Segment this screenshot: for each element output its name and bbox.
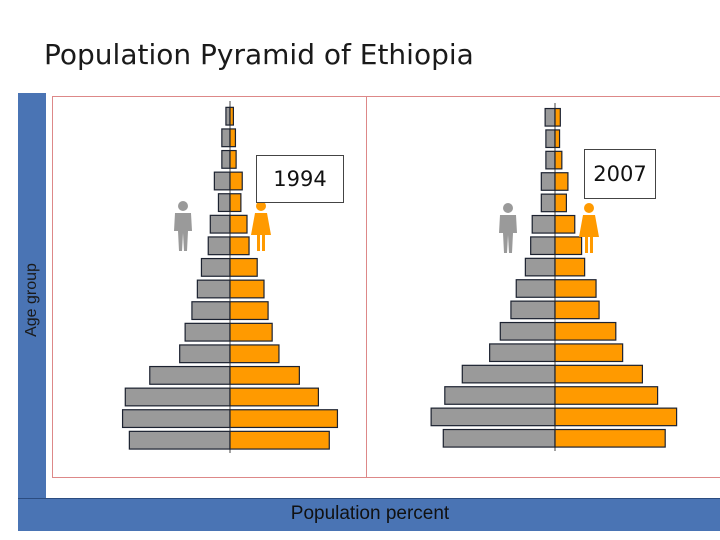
male-icon-head: [178, 201, 188, 211]
male-bar: [544, 107, 556, 127]
male-bar: [149, 365, 231, 385]
female-bar: [229, 387, 320, 407]
male-bar: [200, 257, 231, 277]
male-bar: [540, 193, 556, 213]
female-bar: [229, 257, 258, 277]
x-axis-label: Population percent: [290, 503, 450, 524]
pyramid-chart-2007: [430, 103, 678, 451]
male-figure-icon: [499, 203, 517, 253]
male-bar: [196, 279, 231, 299]
male-icon-body: [499, 215, 517, 253]
male-bar: [225, 106, 231, 126]
year-label-2007: 2007: [584, 149, 656, 199]
male-bar: [209, 214, 231, 234]
female-figure-icon: [579, 203, 599, 253]
male-bar: [540, 172, 556, 191]
y-axis-label: Age group: [23, 263, 40, 337]
male-bar: [442, 428, 556, 448]
year-label-1994: 1994: [256, 155, 344, 203]
female-bar: [554, 343, 624, 363]
male-bar: [184, 322, 231, 342]
male-bar: [530, 236, 556, 256]
male-bar: [221, 128, 231, 148]
female-icon-head: [584, 203, 594, 213]
female-bar: [554, 257, 586, 277]
female-bar: [229, 171, 243, 191]
male-bar: [531, 214, 556, 234]
male-bar: [221, 149, 231, 169]
female-bar: [229, 236, 250, 256]
female-bar: [229, 279, 265, 299]
female-bar: [554, 386, 659, 405]
female-bar: [229, 344, 280, 364]
pyramid-panel-1994: [52, 96, 370, 478]
female-bar: [229, 193, 242, 213]
female-bar: [554, 300, 600, 320]
male-bar: [207, 236, 231, 256]
female-bar: [554, 279, 597, 298]
male-bar: [121, 409, 231, 429]
male-bar: [524, 257, 556, 277]
female-bar: [229, 106, 235, 126]
female-icon-body: [579, 215, 599, 253]
female-bar: [229, 365, 300, 385]
female-bar: [229, 128, 237, 148]
pyramid-panel-2007: [366, 96, 720, 478]
male-bar: [217, 193, 231, 213]
male-bar: [545, 129, 556, 149]
slide-title: Population Pyramid of Ethiopia: [44, 38, 474, 71]
female-bar: [554, 407, 678, 427]
left-frame-bar: [18, 93, 46, 498]
female-bar: [229, 409, 339, 429]
female-bar: [229, 430, 330, 450]
female-bar: [554, 172, 569, 191]
male-bar: [489, 343, 556, 363]
male-icon-body: [174, 213, 192, 251]
female-bar: [554, 364, 644, 384]
male-bar: [499, 321, 556, 341]
male-bar: [191, 301, 231, 321]
female-bar: [229, 149, 237, 169]
male-bar: [124, 387, 231, 407]
male-bar: [213, 171, 231, 191]
female-bar: [229, 301, 269, 321]
female-bar: [554, 321, 617, 341]
female-bar: [554, 129, 561, 149]
female-icon-body: [251, 213, 271, 251]
male-bar: [444, 386, 556, 405]
female-bar: [554, 236, 583, 256]
female-bar: [554, 428, 666, 448]
male-bar: [510, 300, 556, 320]
male-bar: [128, 430, 231, 450]
male-figure-icon: [174, 201, 192, 251]
female-bar: [554, 150, 563, 170]
pyramid-chart-1994: [121, 101, 339, 453]
male-icon-head: [503, 203, 513, 213]
female-figure-icon: [251, 201, 271, 251]
male-bar: [461, 364, 556, 384]
female-bar: [229, 322, 273, 342]
female-bar: [229, 214, 248, 234]
female-bar: [554, 214, 576, 234]
male-bar: [515, 279, 556, 298]
female-icon-head: [256, 201, 266, 211]
female-bar: [554, 107, 561, 127]
male-bar: [430, 407, 556, 427]
male-bar: [545, 150, 556, 170]
male-bar: [179, 344, 231, 364]
bottom-frame-bar: [18, 498, 720, 531]
female-bar: [554, 193, 567, 213]
